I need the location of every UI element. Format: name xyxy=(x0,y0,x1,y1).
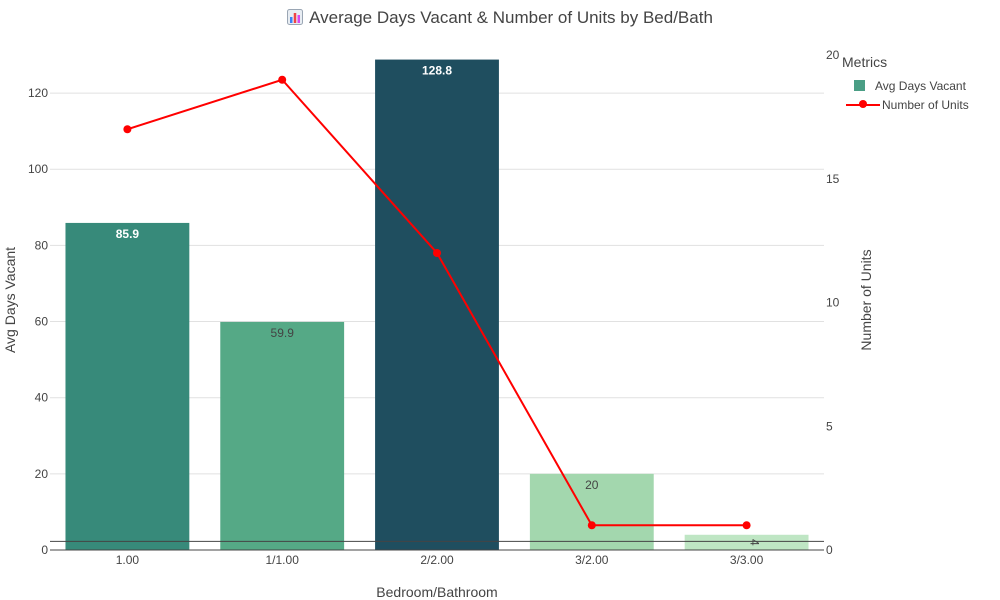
units-point-2/2.00 xyxy=(433,249,441,257)
tick-labels: 0 20 40 60 80 100 120 0 5 10 15 20 1.00 1/1.00 2/2.00 3… xyxy=(28,48,840,567)
units-line xyxy=(123,75,751,530)
axes xyxy=(50,540,824,551)
bar-chart-icon xyxy=(287,9,304,25)
x-tick-label: 3/3.00 xyxy=(730,553,764,567)
y-tick-label: 60 xyxy=(35,315,49,329)
y-tick-label: 120 xyxy=(28,86,48,100)
y-tick-label: 20 xyxy=(35,467,49,481)
bar-3/2.00 xyxy=(529,473,654,550)
chart-title-wrap: Average Days Vacant & Number of Units by… xyxy=(0,8,1000,28)
units-point-3/2.00 xyxy=(587,521,596,530)
y-tick-label: 0 xyxy=(41,543,48,557)
bar-data-label: 4 xyxy=(748,539,762,546)
bar-data-label: 128.8 xyxy=(422,64,452,78)
y2-tick-label: 0 xyxy=(826,543,833,557)
y-tick-label: 40 xyxy=(35,391,49,405)
y-tick-label: 80 xyxy=(35,238,49,252)
legend-item-avg-days-vacant[interactable]: Avg Days Vacant xyxy=(842,76,969,95)
bar-1.00 xyxy=(65,222,190,550)
y2-tick-label: 20 xyxy=(826,48,840,62)
bar-1/1.00 xyxy=(220,321,345,550)
legend: Metrics Avg Days Vacant Number of Units xyxy=(842,54,969,114)
x-tick-label: 1/1.00 xyxy=(266,553,300,567)
x-tick-label: 3/2.00 xyxy=(575,553,609,567)
bar-data-label: 59.9 xyxy=(271,326,295,340)
legend-label-number-of-units: Number of Units xyxy=(882,97,969,112)
bar-2/2.00 xyxy=(375,59,499,551)
legend-label-avg-days-vacant: Avg Days Vacant xyxy=(875,78,966,93)
y-axis-title: Avg Days Vacant xyxy=(2,247,18,353)
x-axis-title: Bedroom/Bathroom xyxy=(376,584,497,600)
legend-swatch-bar xyxy=(854,80,865,91)
units-point-1/1.00 xyxy=(278,75,287,84)
units-point-3/3.00 xyxy=(742,521,751,530)
units-point-1.00 xyxy=(123,125,132,134)
bar-data-label: 85.9 xyxy=(116,227,140,241)
y2-tick-label: 5 xyxy=(826,419,833,433)
y2-tick-label: 10 xyxy=(826,296,840,310)
y2-tick-label: 15 xyxy=(826,172,840,186)
x-tick-label: 2/2.00 xyxy=(420,553,454,567)
legend-item-number-of-units[interactable]: Number of Units xyxy=(842,95,969,114)
legend-title: Metrics xyxy=(842,54,888,70)
bar-3/3.00 xyxy=(684,534,809,550)
y-tick-label: 100 xyxy=(28,162,48,176)
legend-swatch-line xyxy=(846,99,880,110)
chart-title: Average Days Vacant & Number of Units by… xyxy=(309,8,713,27)
bar-data-label: 20 xyxy=(585,478,599,492)
y2-axis-title: Number of Units xyxy=(858,249,874,350)
bars: 85.9 59.9 128.8 20 4 xyxy=(65,59,809,551)
x-tick-label: 1.00 xyxy=(116,553,140,567)
